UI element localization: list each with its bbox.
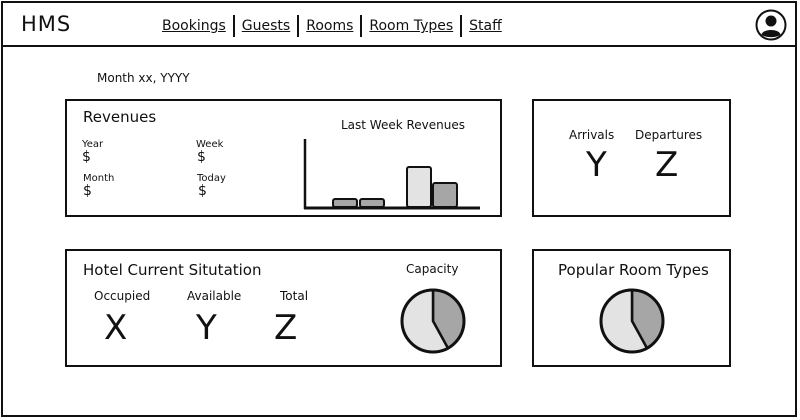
- nav-guests[interactable]: Guests: [241, 18, 291, 34]
- arrivals-label: Arrivals: [569, 128, 615, 142]
- current-date: Month xx, YYYY: [97, 71, 190, 85]
- pie-outline: [400, 288, 466, 354]
- available-label: Available: [187, 289, 242, 303]
- nav-bookings[interactable]: Bookings: [162, 18, 226, 34]
- today-value: $: [198, 183, 207, 199]
- app-logo: HMS: [21, 12, 72, 36]
- last-week-revenues-chart: [303, 139, 480, 210]
- departures-label: Departures: [635, 128, 703, 142]
- available-value: Y: [196, 308, 217, 348]
- top-navigation-bar: HMS Bookings Guests Rooms Room Types Sta…: [3, 3, 795, 47]
- bar: [432, 182, 458, 208]
- year-value: $: [82, 149, 91, 165]
- hotel-situation-title: Hotel Current Situtation: [83, 261, 262, 279]
- nav-divider: [297, 15, 300, 37]
- popular-room-types-title: Popular Room Types: [558, 261, 709, 279]
- occupied-label: Occupied: [94, 289, 151, 303]
- nav-divider: [360, 15, 363, 37]
- bar: [332, 198, 358, 208]
- popular-room-types-card: Popular Room Types: [532, 249, 731, 367]
- nav-staff[interactable]: Staff: [469, 18, 502, 34]
- occupied-value: X: [104, 308, 128, 348]
- week-label: Week: [196, 139, 224, 150]
- last-week-revenues-title: Last Week Revenues: [341, 118, 466, 132]
- total-label: Total: [280, 289, 309, 303]
- month-label: Month: [83, 173, 115, 184]
- bar: [406, 166, 432, 208]
- today-label: Today: [197, 173, 226, 184]
- year-label: Year: [82, 139, 104, 150]
- week-value: $: [197, 149, 206, 165]
- nav-room-types[interactable]: Room Types: [369, 18, 454, 34]
- capacity-pie-chart: [400, 288, 466, 354]
- nav-divider: [232, 15, 235, 37]
- user-avatar-icon[interactable]: [755, 9, 787, 41]
- hotel-situation-card: Hotel Current Situtation Occupied X Avai…: [65, 249, 502, 367]
- bar: [359, 198, 385, 208]
- capacity-label: Capacity: [406, 262, 459, 276]
- revenues-title: Revenues: [83, 108, 157, 126]
- month-value: $: [83, 183, 92, 199]
- main-nav: Bookings Guests Rooms Room Types Staff: [155, 15, 509, 37]
- pie-outline: [599, 288, 665, 354]
- revenues-card: Revenues Year $ Week $ Month $ Today $ L…: [65, 99, 502, 217]
- nav-divider: [460, 15, 463, 37]
- departures-value: Z: [655, 145, 679, 185]
- total-value: Z: [274, 308, 298, 348]
- arrivals-departures-card: Arrivals Y Departures Z: [532, 99, 731, 217]
- popular-room-types-pie-chart: [599, 288, 665, 354]
- nav-rooms[interactable]: Rooms: [306, 18, 354, 34]
- arrivals-value: Y: [586, 145, 607, 185]
